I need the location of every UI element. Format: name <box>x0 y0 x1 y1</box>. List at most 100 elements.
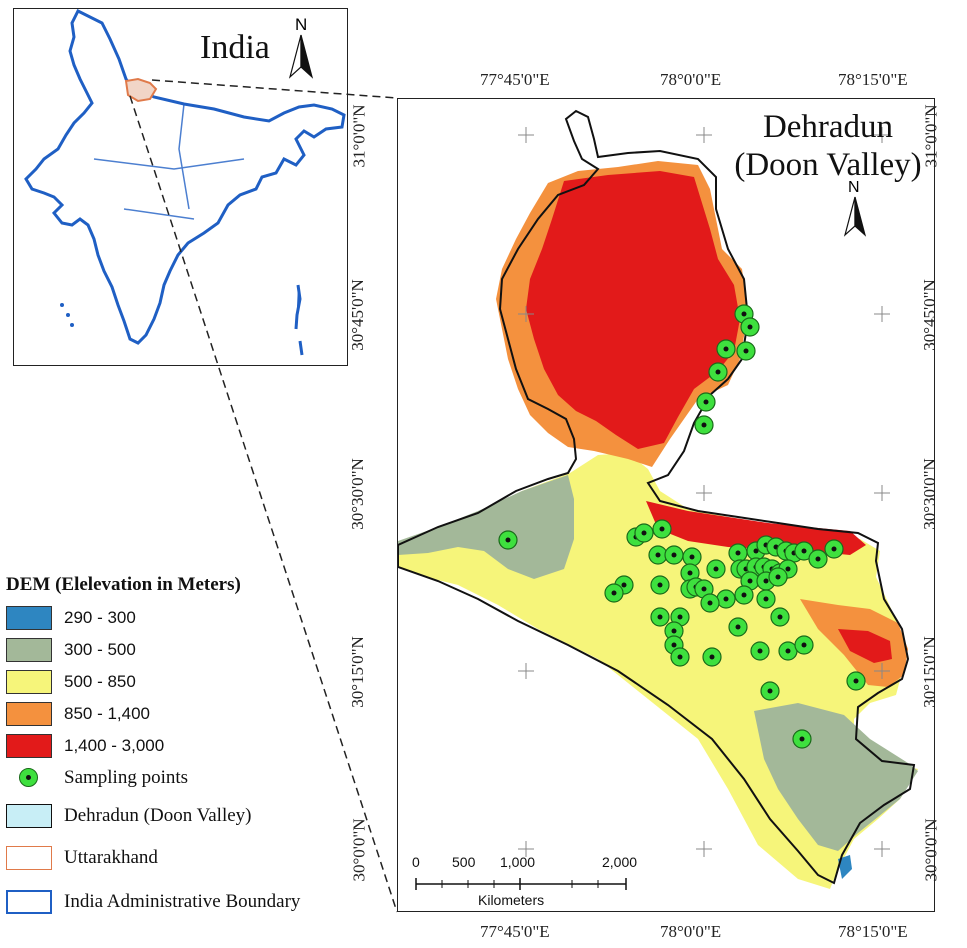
scale-bar-graphic <box>415 878 627 890</box>
sampling-point-center <box>775 574 781 580</box>
sampling-point-center <box>735 624 741 630</box>
legend-title: DEM (Elelevation in Meters) <box>6 574 241 595</box>
legend-swatch <box>6 846 52 870</box>
scale-tick-label: 500 <box>452 854 476 870</box>
left-lat-label: 30°0'0"N <box>349 818 369 882</box>
legend-label: 850 - 1,400 <box>64 704 151 723</box>
sampling-point-center <box>677 614 683 620</box>
legend-swatch <box>6 638 52 662</box>
sampling-point-center <box>655 552 661 558</box>
sampling-point-center <box>701 422 707 428</box>
legend-swatch <box>6 702 52 726</box>
dem-300-500-west <box>398 475 574 579</box>
graticule-crosses <box>518 127 890 857</box>
sampling-point-center <box>659 526 665 532</box>
dehradun-map-frame: N <box>397 98 935 912</box>
map-title-line1: Dehradun <box>762 109 894 145</box>
inset-title: India <box>200 29 270 66</box>
legend-label: India Administrative Boundary <box>64 891 301 912</box>
sampling-point-center <box>621 582 627 588</box>
scale-tick-label: 0 <box>412 854 420 870</box>
sampling-points <box>498 304 866 749</box>
sampling-point-center <box>831 546 837 552</box>
sampling-point-center <box>785 648 791 654</box>
legend-label: 1,400 - 3,000 <box>64 736 165 755</box>
legend-label: Dehradun (Doon Valley) <box>64 805 252 826</box>
sampling-point-center <box>505 537 511 543</box>
sampling-point-center <box>723 346 729 352</box>
inset-north-arrow: N <box>286 15 316 81</box>
sampling-point-center <box>689 554 695 560</box>
right-lat-label: 30°45'0"N <box>919 279 939 351</box>
sampling-point-center <box>703 399 709 405</box>
map-title: Dehradun (Doon Valley) <box>728 108 928 184</box>
north-arrow-icon <box>843 196 867 237</box>
sampling-point-center <box>743 348 749 354</box>
inset-north-label: N <box>295 15 308 34</box>
legend-item-india: India Administrative Boundary <box>6 888 300 916</box>
legend-item-dem-1: 290 - 300 <box>6 604 136 632</box>
dem-map-svg <box>398 109 918 889</box>
sampling-point-center <box>611 590 617 596</box>
legend-swatch <box>6 670 52 694</box>
sampling-point-center <box>853 678 859 684</box>
sampling-point-center <box>707 600 713 606</box>
sampling-point-center <box>723 596 729 602</box>
bottom-lon-label: 78°0'0"E <box>660 922 722 941</box>
dem-290-300-region <box>838 855 852 879</box>
sampling-point-icon <box>6 766 52 790</box>
sampling-point-center <box>753 548 759 554</box>
sampling-point-center <box>657 614 663 620</box>
scale-tick-label: 2,000 <box>602 854 638 870</box>
sampling-point-center <box>709 654 715 660</box>
main-north-arrow: N <box>840 179 870 239</box>
legend-swatch <box>6 890 52 914</box>
sampling-point-center <box>799 736 805 742</box>
north-arrow-icon <box>288 34 314 79</box>
top-lon-label: 78°0'0"E <box>660 70 722 89</box>
sampling-point-center <box>713 566 719 572</box>
legend-label: Sampling points <box>64 767 189 788</box>
left-lat-label: 30°30'0"N <box>347 458 367 530</box>
sampling-point-center <box>747 578 753 584</box>
legend-item-dem-2: 300 - 500 <box>6 636 136 664</box>
scale-unit-label: Kilometers <box>478 892 545 908</box>
legend-item-doon: Dehradun (Doon Valley) <box>6 802 252 830</box>
right-lat-label: 31°0'0"N <box>921 104 941 168</box>
sampling-point-center <box>785 566 791 572</box>
legend-label: Uttarakhand <box>64 847 158 868</box>
legend-item-dem-5: 1,400 - 3,000 <box>6 732 164 760</box>
bottom-lon-label: 77°45'0"E <box>480 922 550 941</box>
legend-swatch <box>6 606 52 630</box>
sampling-point-center <box>801 642 807 648</box>
right-lat-label: 30°0'0"N <box>921 818 941 882</box>
sampling-point-center <box>671 552 677 558</box>
sampling-point-center <box>671 642 677 648</box>
map-title-line2: (Doon Valley) <box>734 147 922 183</box>
dem-1400-3000-east-patch <box>838 629 892 663</box>
sampling-point-center <box>801 548 807 554</box>
sampling-point-center <box>757 648 763 654</box>
sampling-point-center <box>677 654 683 660</box>
top-lon-label: 78°15'0"E <box>838 70 908 89</box>
left-lat-label: 31°0'0"N <box>349 104 369 168</box>
sampling-point-center <box>657 582 663 588</box>
left-lat-label: 30°15'0"N <box>347 636 367 708</box>
sampling-point-center <box>701 586 707 592</box>
sampling-point-center <box>763 596 769 602</box>
sampling-point-center <box>687 570 693 576</box>
sampling-point-center <box>741 592 747 598</box>
andaman-islands <box>294 284 304 356</box>
sampling-point-center <box>747 324 753 330</box>
right-lat-label: 30°30'0"N <box>919 458 939 530</box>
sampling-point-center <box>715 369 721 375</box>
legend-label: 300 - 500 <box>64 640 136 659</box>
legend-swatch <box>6 804 52 828</box>
legend-swatch <box>6 734 52 758</box>
india-inner-state-lines <box>93 103 245 220</box>
sampling-point-center <box>777 614 783 620</box>
legend-label: 290 - 300 <box>64 608 136 627</box>
sampling-point-center <box>763 578 769 584</box>
main-north-label: N <box>848 179 860 196</box>
scale-bar: 0 500 1,000 2,000 Kilometers <box>412 854 642 908</box>
